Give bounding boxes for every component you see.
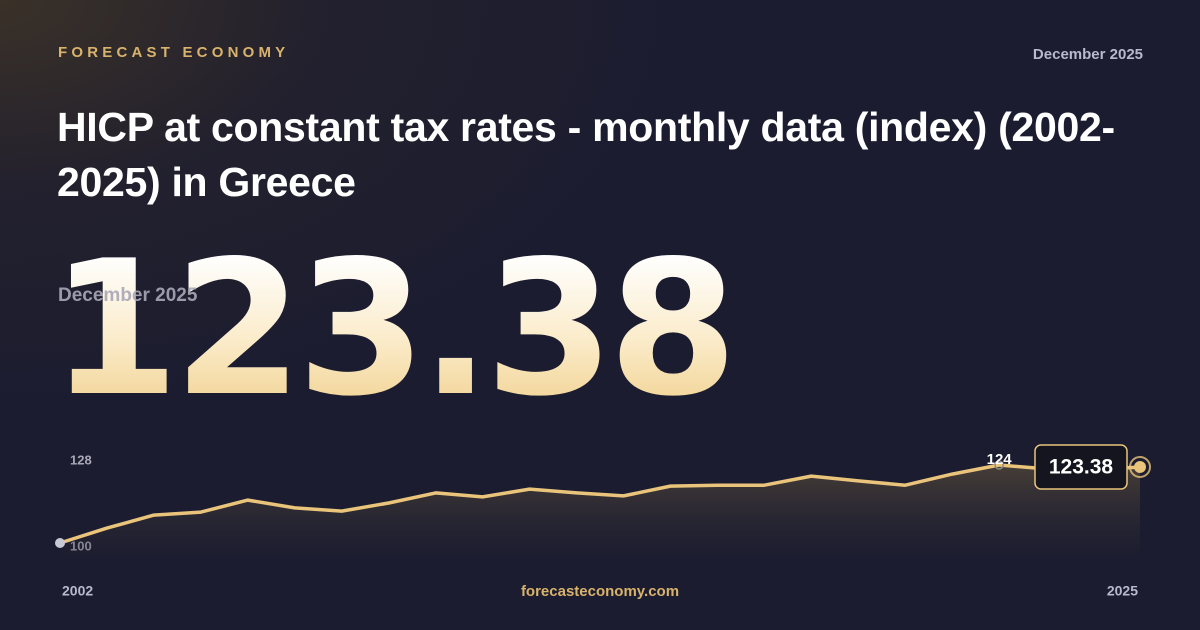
headline-value: 123.38 [50,220,738,437]
peak-point [994,460,1004,470]
end-point [1134,461,1146,474]
chart-title: HICP at constant tax rates - monthly dat… [57,104,1115,205]
line [58,463,1142,545]
area [60,465,1140,565]
peak-label: 124 [987,451,1013,468]
end-label: 123.38 [1049,456,1114,479]
end-halo [1129,456,1151,479]
end-label-box [1034,444,1128,490]
source: forecasteconomy.com [521,583,679,600]
y-tick-label: 128 [70,452,92,467]
x-tick-label: 2002 [62,583,93,599]
headline-date: December 2025 [58,285,198,306]
start-point [55,538,65,548]
x-tick-label: 2025 [1107,583,1138,599]
brand: FORECAST ECONOMY [58,44,290,61]
date: December 2025 [1032,46,1143,63]
